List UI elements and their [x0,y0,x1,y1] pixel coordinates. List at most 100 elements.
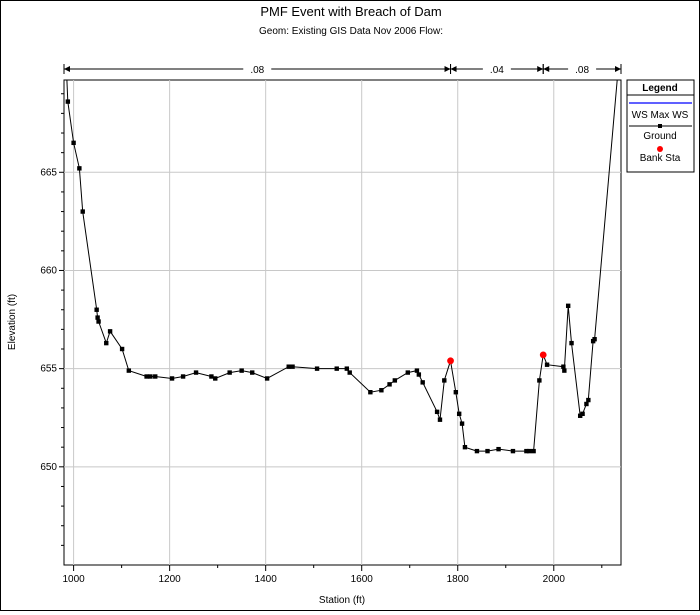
ground-point [239,368,244,373]
bank-station-point [539,351,547,359]
ground-point [126,368,132,373]
manning-arrow-left [543,66,550,72]
x-tick-label: 2000 [543,574,566,585]
manning-arrow-left [64,66,70,72]
ground-point [580,411,585,417]
ground-point [456,411,462,417]
ground-point [565,303,571,309]
ground-point [144,374,149,379]
ground-point [510,448,516,454]
y-axis-label: Elevation (ft) [7,294,18,350]
ground-point [286,364,291,369]
ground-point [562,368,567,373]
ground-point [96,319,101,324]
ground-point [65,99,71,104]
ground-point [148,374,153,379]
x-tick-label: 1600 [351,574,374,585]
ground-point [290,364,295,369]
ground-point [405,370,411,375]
y-tick-label: 650 [40,462,57,473]
ground-point [250,370,255,375]
manning-arrow-left [450,66,457,72]
x-tick-label: 1800 [447,574,470,585]
ground-point [586,397,591,403]
ground-point [453,390,459,395]
ground-line [66,79,618,452]
legend-ws-label: WS Max WS [632,110,689,121]
ground-point [485,448,490,454]
ground-point [368,390,373,395]
manning-arrow-right [537,66,544,72]
ground-point [561,364,566,369]
ground-point [379,388,384,393]
ground-point [524,448,529,454]
ground-point [577,413,583,418]
ground-point [544,362,550,367]
ground-point [80,209,85,214]
series-layer [65,79,618,454]
ground-point [227,370,232,375]
y-tick-label: 655 [40,364,57,375]
ground-point [119,346,125,352]
legend-bank-label: Bank Sta [640,153,681,164]
manning-n-label: .08 [250,65,264,76]
bank-station-point [447,357,454,365]
y-tick-label: 660 [40,265,57,276]
ground-point [531,448,536,454]
ground-point [437,417,443,422]
manning-arrow-right [615,66,621,72]
legend: Legend WS Max WS Ground Bank Sta [626,79,695,173]
ground-point [387,382,392,387]
ground-point [569,340,574,346]
manning-n-label: .08 [575,65,589,76]
manning-n-label: .04 [490,65,504,76]
ground-point [94,307,99,312]
ground-point [334,366,339,371]
ground-point [392,378,398,383]
ground-point [416,372,422,377]
ground-point [584,401,589,407]
ground-point [537,378,542,383]
y-tick-label: 665 [40,167,57,178]
ground-point [420,380,425,385]
ground-point [347,370,352,375]
x-tick-label: 1400 [255,574,278,585]
x-axis-label: Station (ft) [319,595,365,606]
ground-point [107,329,113,334]
chart-title: PMF Event with Breach of Dam [260,4,441,19]
ground-point [344,366,350,371]
axis-ticks: 1000 1200 1400 1600 1800 2000 650 655 660 665 [40,93,603,585]
legend-bank-marker [657,146,663,152]
ground-point [264,376,270,381]
ground-point [153,374,158,379]
manning-arrow-right [444,66,451,72]
ground-point [527,448,532,454]
ground-point [104,340,109,346]
ground-point [71,140,76,146]
ground-point [474,448,480,454]
x-tick-label: 1200 [159,574,182,585]
ground-point [462,444,468,450]
legend-ground-label: Ground [643,131,676,142]
ground-point [434,409,440,415]
ground-point [77,166,82,171]
legend-title: Legend [642,83,678,94]
ground-point [314,366,320,371]
ground-point [442,378,447,383]
x-tick-label: 1000 [62,574,85,585]
ground-point [180,374,186,379]
legend-ground-marker [658,124,662,128]
ground-point [459,421,465,426]
chart-subtitle: Geom: Existing GIS Data Nov 2006 Flow: [259,26,443,37]
ground-point [592,336,597,342]
plot-area [63,79,622,566]
ground-point [213,376,218,381]
ground-point [414,368,420,373]
ground-point [209,374,214,379]
grid-lines [64,80,621,565]
ground-point [95,315,100,320]
ground-point [169,376,175,381]
ground-point [496,446,501,452]
